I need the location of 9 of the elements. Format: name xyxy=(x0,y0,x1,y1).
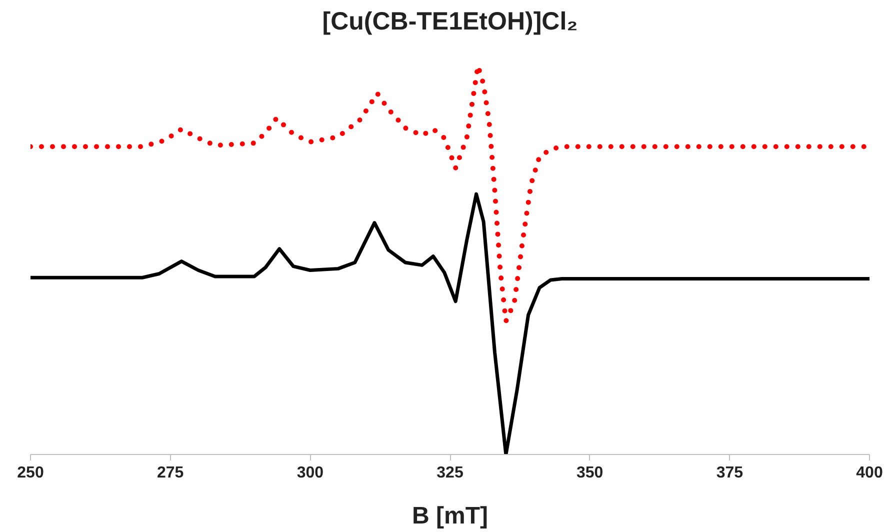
x-tick-label: 300 xyxy=(296,464,324,482)
x-tick-label: 375 xyxy=(716,464,744,482)
x-tick-label: 325 xyxy=(436,464,464,482)
x-tick-label: 350 xyxy=(576,464,604,482)
x-axis-title: B [mT] xyxy=(412,502,488,530)
chart-title: [Cu(CB-TE1EtOH)]Cl₂ xyxy=(322,8,578,36)
x-tick-label: 250 xyxy=(17,464,44,482)
x-tick-label: 275 xyxy=(156,464,184,482)
x-tick-label: 400 xyxy=(856,464,883,482)
